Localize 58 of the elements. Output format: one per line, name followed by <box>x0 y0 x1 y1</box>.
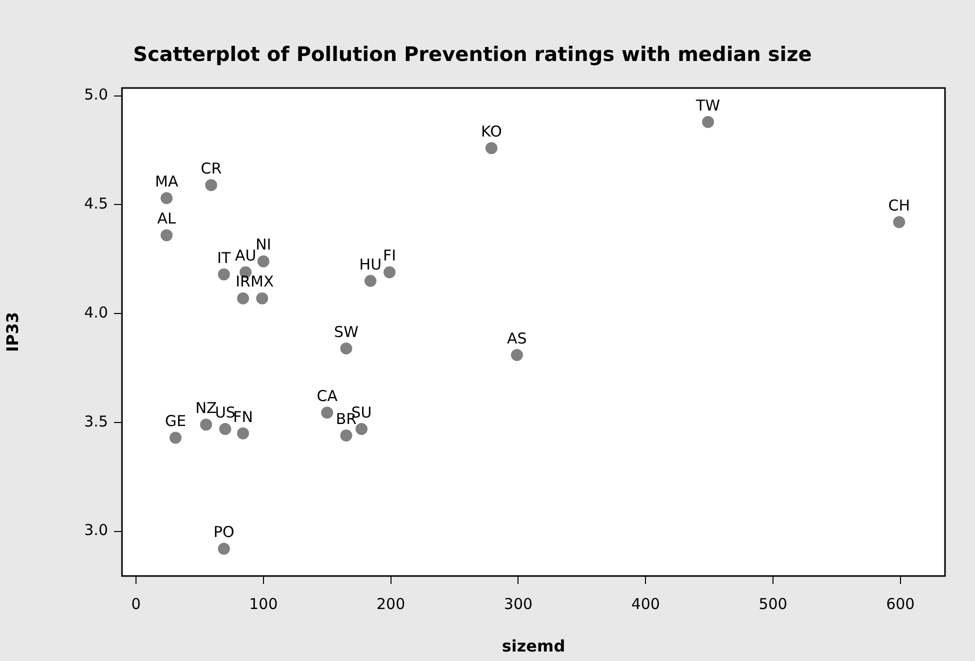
y-tick-label: 3.5 <box>84 412 108 430</box>
annotation: TW <box>695 96 720 114</box>
annotation: KO <box>481 122 502 140</box>
annotation: MX <box>250 272 274 291</box>
point <box>340 342 352 354</box>
x-tick-label: 600 <box>886 594 915 613</box>
x-tick-label: 0 <box>131 594 141 613</box>
annotation: IT <box>217 248 232 267</box>
annotation: CH <box>888 196 910 215</box>
point <box>510 348 523 361</box>
annotation: CA <box>316 387 338 406</box>
annotation: FI <box>383 246 396 265</box>
annotation: HU <box>359 255 382 274</box>
x-tick-label: 500 <box>758 594 788 613</box>
point <box>893 216 906 228</box>
point <box>702 116 714 128</box>
point <box>219 423 232 436</box>
annotation: SW <box>334 322 359 341</box>
x-tick-label: 100 <box>249 594 278 613</box>
point <box>356 423 368 436</box>
point <box>256 292 268 304</box>
y-tick-label: 3.0 <box>84 521 108 540</box>
point <box>364 274 376 287</box>
point <box>160 229 173 242</box>
annotation: AU <box>234 246 256 265</box>
x-tick-label: 400 <box>631 594 660 613</box>
y-tick-label: 4.5 <box>84 194 108 213</box>
point <box>237 427 250 440</box>
y-tick-label: 5.0 <box>84 86 108 104</box>
annotation: PO <box>213 523 234 542</box>
point <box>200 418 212 431</box>
point <box>340 430 352 442</box>
point <box>218 268 230 280</box>
point <box>321 406 334 419</box>
point <box>170 432 182 444</box>
point <box>384 266 396 278</box>
annotation: FN <box>233 408 253 426</box>
annotation: GE <box>164 412 186 430</box>
y-tick-label: 4.0 <box>84 303 108 322</box>
annotation: AS <box>507 329 527 348</box>
y-axis-title: IP33 <box>2 312 22 352</box>
x-axis-title: sizemd <box>502 636 566 656</box>
point <box>205 179 218 192</box>
annotation: IR <box>236 272 250 291</box>
point <box>237 292 250 304</box>
annotation: MA <box>154 172 179 191</box>
annotation: CR <box>200 160 222 178</box>
point <box>218 542 230 555</box>
chart-title: Scatterplot of Pollution Prevention ratings with median size <box>133 42 812 66</box>
annotation: US <box>214 403 236 422</box>
annotation: NI <box>256 236 272 254</box>
point <box>485 142 498 154</box>
x-tick-label: 300 <box>504 594 533 613</box>
point <box>160 192 173 204</box>
x-tick-label: 200 <box>376 594 406 613</box>
annotation: NZ <box>195 399 217 418</box>
point <box>257 255 270 268</box>
annotation: AL <box>157 210 177 228</box>
